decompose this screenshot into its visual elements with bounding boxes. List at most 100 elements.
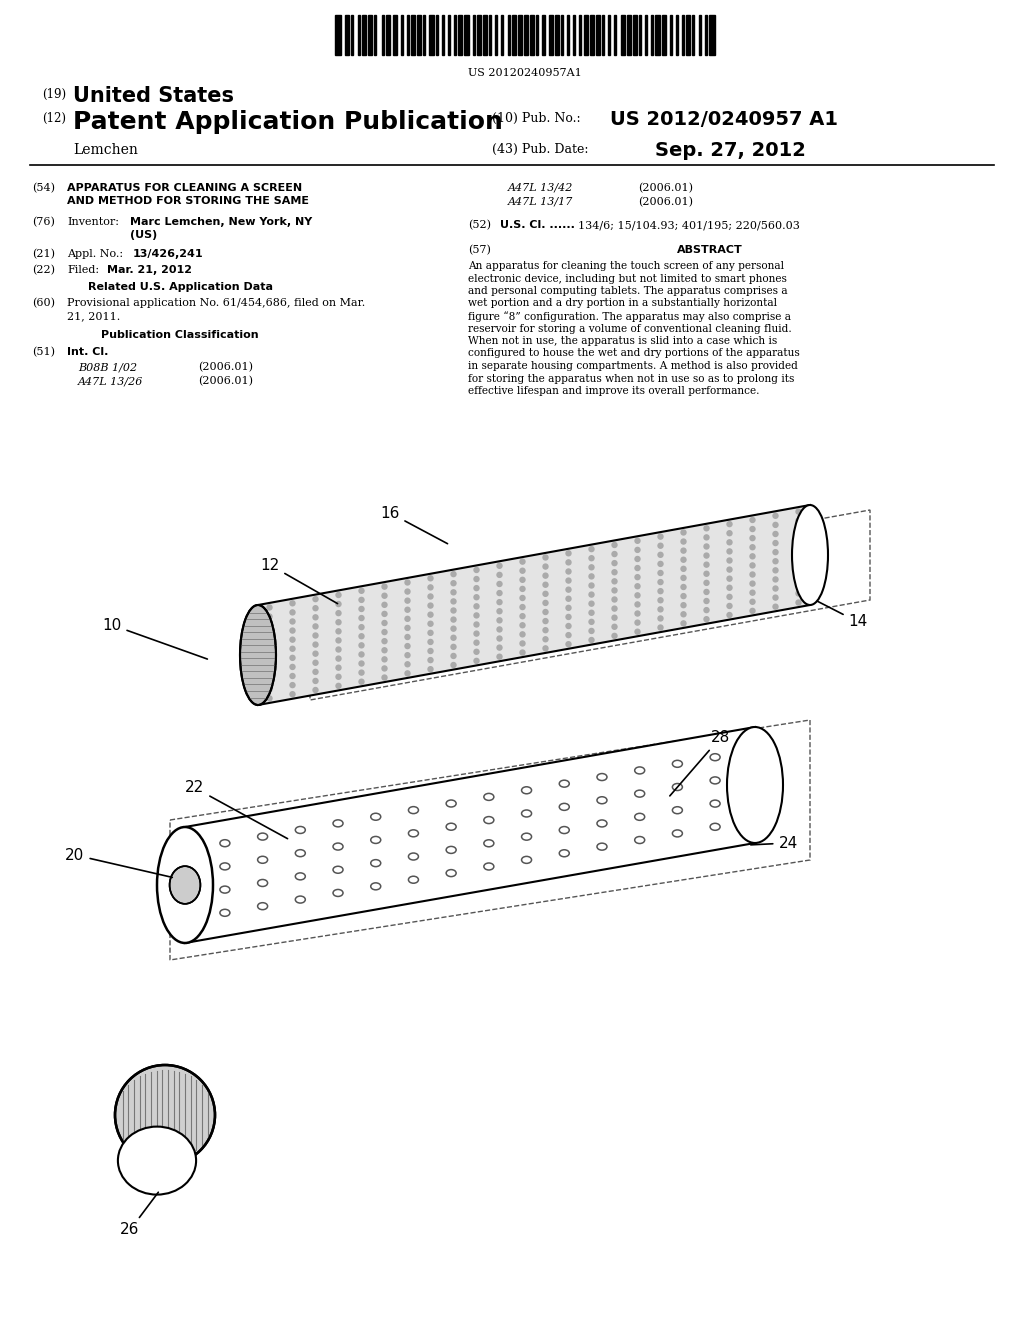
- Text: (2006.01): (2006.01): [198, 362, 253, 372]
- Text: US 2012/0240957 A1: US 2012/0240957 A1: [610, 110, 838, 129]
- Text: (60): (60): [32, 298, 55, 309]
- Circle shape: [750, 599, 755, 605]
- Circle shape: [589, 583, 594, 587]
- Circle shape: [497, 590, 502, 595]
- Text: (US): (US): [130, 230, 158, 240]
- Circle shape: [750, 581, 755, 586]
- Polygon shape: [258, 506, 810, 705]
- Circle shape: [635, 630, 640, 634]
- Circle shape: [773, 586, 778, 591]
- Text: (43) Pub. Date:: (43) Pub. Date:: [492, 143, 589, 156]
- Circle shape: [382, 630, 387, 635]
- Circle shape: [750, 536, 755, 541]
- Text: 134/6; 15/104.93; 401/195; 220/560.03: 134/6; 15/104.93; 401/195; 220/560.03: [578, 220, 800, 230]
- Circle shape: [428, 667, 433, 672]
- Circle shape: [705, 553, 709, 558]
- Text: electronic device, including but not limited to smart phones: electronic device, including but not lim…: [468, 273, 786, 284]
- Bar: [465, 15, 469, 55]
- Circle shape: [451, 581, 456, 586]
- Text: (52): (52): [468, 220, 490, 230]
- Circle shape: [543, 619, 548, 623]
- Bar: [351, 15, 353, 55]
- Bar: [454, 15, 456, 55]
- Circle shape: [635, 539, 640, 544]
- Circle shape: [474, 612, 479, 618]
- Circle shape: [566, 569, 571, 574]
- Circle shape: [520, 595, 525, 601]
- Text: Marc Lemchen, New York, NY: Marc Lemchen, New York, NY: [130, 216, 312, 227]
- Circle shape: [382, 667, 387, 671]
- Circle shape: [359, 598, 364, 602]
- Ellipse shape: [792, 506, 828, 605]
- Circle shape: [336, 638, 341, 643]
- Circle shape: [681, 529, 686, 535]
- Circle shape: [566, 550, 571, 556]
- Circle shape: [705, 616, 709, 622]
- Ellipse shape: [115, 1065, 215, 1166]
- Circle shape: [451, 572, 456, 577]
- Circle shape: [336, 628, 341, 634]
- Circle shape: [727, 576, 732, 581]
- Circle shape: [773, 595, 778, 601]
- Bar: [489, 15, 492, 55]
- Circle shape: [566, 606, 571, 610]
- Ellipse shape: [170, 866, 201, 904]
- Text: figure “8” configuration. The apparatus may also comprise a: figure “8” configuration. The apparatus …: [468, 312, 791, 322]
- Circle shape: [290, 601, 295, 606]
- Text: (10) Pub. No.:: (10) Pub. No.:: [492, 112, 581, 125]
- Circle shape: [727, 612, 732, 618]
- Circle shape: [359, 624, 364, 630]
- Circle shape: [359, 606, 364, 611]
- Text: A47L 13/17: A47L 13/17: [508, 197, 573, 207]
- Circle shape: [796, 554, 801, 560]
- Circle shape: [428, 622, 433, 626]
- Circle shape: [727, 540, 732, 545]
- Circle shape: [705, 525, 709, 531]
- Circle shape: [474, 568, 479, 573]
- Circle shape: [750, 572, 755, 577]
- Circle shape: [566, 587, 571, 593]
- Circle shape: [705, 572, 709, 577]
- Circle shape: [612, 543, 617, 548]
- Circle shape: [705, 590, 709, 594]
- Circle shape: [681, 548, 686, 553]
- Bar: [639, 15, 641, 55]
- Circle shape: [543, 610, 548, 615]
- Circle shape: [589, 556, 594, 561]
- Circle shape: [313, 651, 318, 656]
- Text: 20: 20: [66, 847, 172, 878]
- Circle shape: [750, 562, 755, 568]
- Circle shape: [635, 602, 640, 607]
- Circle shape: [336, 593, 341, 598]
- Circle shape: [428, 657, 433, 663]
- Text: Sep. 27, 2012: Sep. 27, 2012: [655, 141, 806, 160]
- Circle shape: [589, 601, 594, 606]
- Bar: [682, 15, 684, 55]
- Circle shape: [290, 619, 295, 624]
- Circle shape: [497, 627, 502, 632]
- Circle shape: [796, 536, 801, 541]
- Circle shape: [406, 661, 410, 667]
- Circle shape: [267, 642, 272, 647]
- Circle shape: [681, 557, 686, 562]
- Circle shape: [451, 663, 456, 668]
- Circle shape: [267, 651, 272, 656]
- Circle shape: [313, 660, 318, 665]
- Circle shape: [612, 634, 617, 639]
- Circle shape: [382, 611, 387, 616]
- Circle shape: [336, 656, 341, 661]
- Text: 24: 24: [751, 836, 798, 850]
- Bar: [549, 15, 553, 55]
- Circle shape: [313, 597, 318, 602]
- Text: Filed:: Filed:: [67, 265, 99, 275]
- Text: 26: 26: [120, 1192, 159, 1238]
- Bar: [374, 15, 376, 55]
- Text: Related U.S. Application Data: Related U.S. Application Data: [87, 282, 272, 292]
- Circle shape: [313, 642, 318, 647]
- Bar: [407, 15, 409, 55]
- Circle shape: [543, 554, 548, 560]
- Circle shape: [566, 560, 571, 565]
- Bar: [686, 15, 690, 55]
- Text: and personal computing tablets. The apparatus comprises a: and personal computing tablets. The appa…: [468, 286, 787, 296]
- Text: United States: United States: [73, 86, 234, 106]
